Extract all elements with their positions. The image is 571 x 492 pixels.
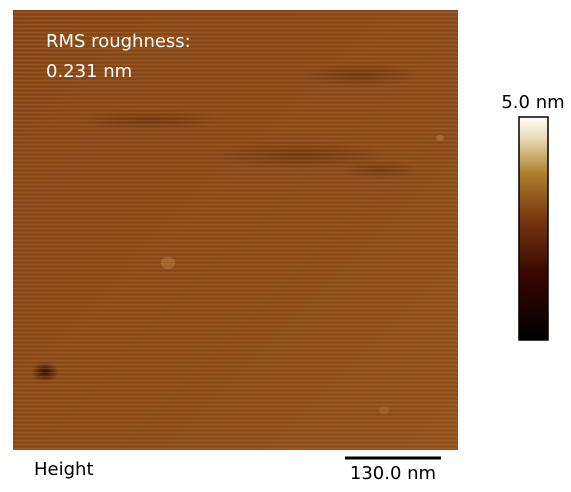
caption: Height (34, 459, 94, 480)
afm-image: RMS roughness: 0.231 nm (13, 10, 458, 450)
annotation: 0.231 nm (46, 61, 132, 82)
colorbar-label: 5.0 nm (501, 92, 564, 113)
annotation: RMS roughness: (46, 31, 191, 52)
scale-bar: 130.0 nm (345, 458, 441, 484)
colorbar: 5.0 nm (501, 92, 564, 340)
scale-bar-label: 130.0 nm (350, 463, 436, 484)
page: RMS roughness: 0.231 nm 5.0 nm Height 13… (0, 0, 571, 488)
figure: RMS roughness: 0.231 nm 5.0 nm Height 13… (0, 0, 571, 488)
